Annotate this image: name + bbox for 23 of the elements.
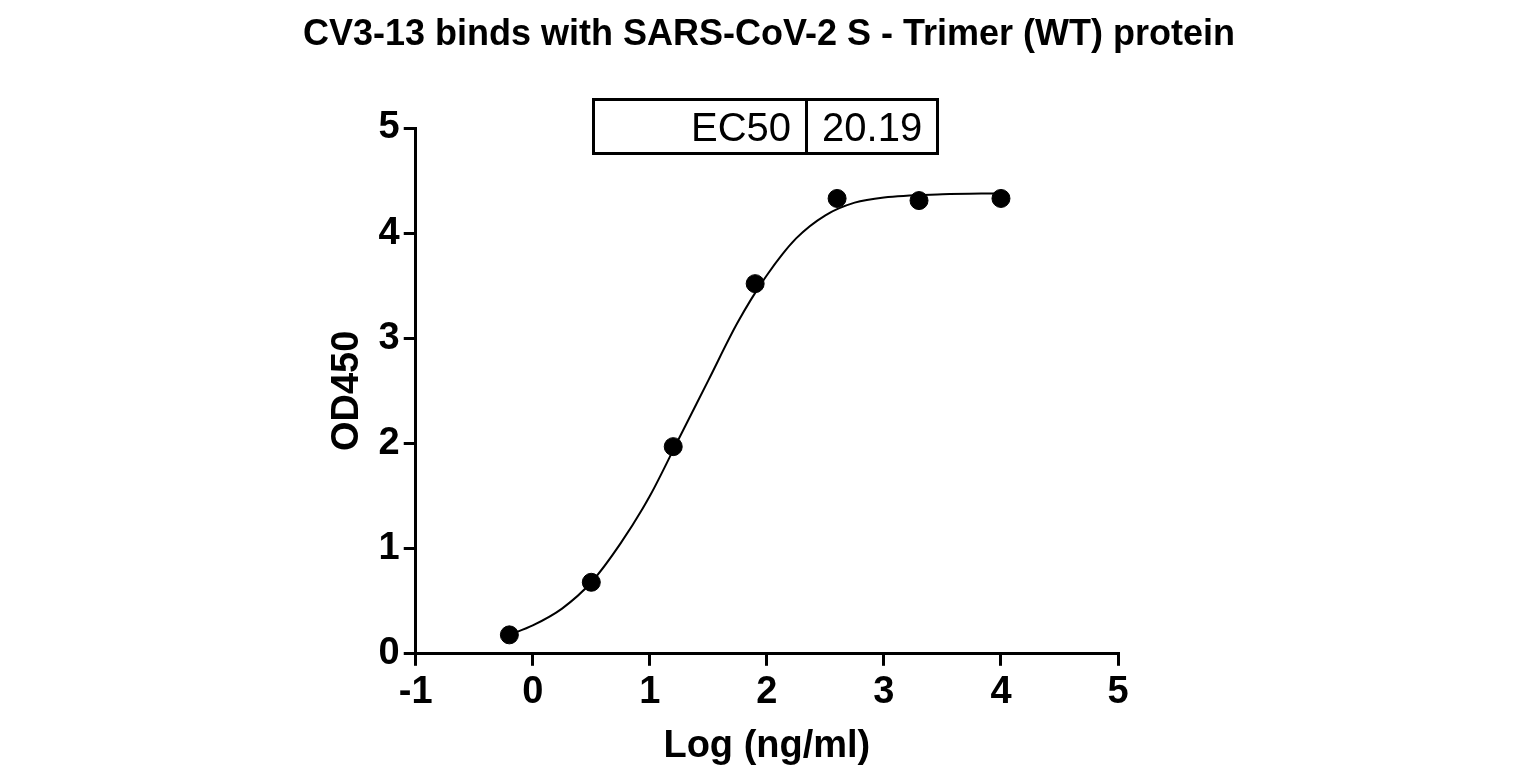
y-tick-label: 5 xyxy=(378,104,400,147)
y-tick-label: 0 xyxy=(378,630,400,673)
annotation: 20.19 xyxy=(806,99,938,154)
x-tick-label: 5 xyxy=(1107,669,1129,712)
y-axis-title: OD450 xyxy=(324,330,367,452)
y-tick-label: 4 xyxy=(378,209,400,252)
y-tick-label: 1 xyxy=(378,525,400,568)
x-tick-label: -1 xyxy=(398,669,433,712)
x-tick-label: 2 xyxy=(756,669,778,712)
annotation: EC50 xyxy=(593,99,807,154)
x-axis-title: Log (ng/ml) xyxy=(663,722,871,765)
chart-title: CV3-13 binds with SARS-CoV-2 S - Trimer (WT) protein xyxy=(301,12,1237,54)
x-tick-label: 4 xyxy=(990,669,1012,712)
point xyxy=(745,274,765,294)
y-tick-label: 3 xyxy=(378,314,400,357)
point xyxy=(827,188,847,208)
point xyxy=(499,625,519,645)
point xyxy=(991,188,1011,208)
x-tick-label: 3 xyxy=(873,669,895,712)
x-tick-label: 1 xyxy=(639,669,661,712)
y-tick-label: 2 xyxy=(378,419,400,462)
x-tick-label: 0 xyxy=(522,669,544,712)
point xyxy=(909,191,929,211)
